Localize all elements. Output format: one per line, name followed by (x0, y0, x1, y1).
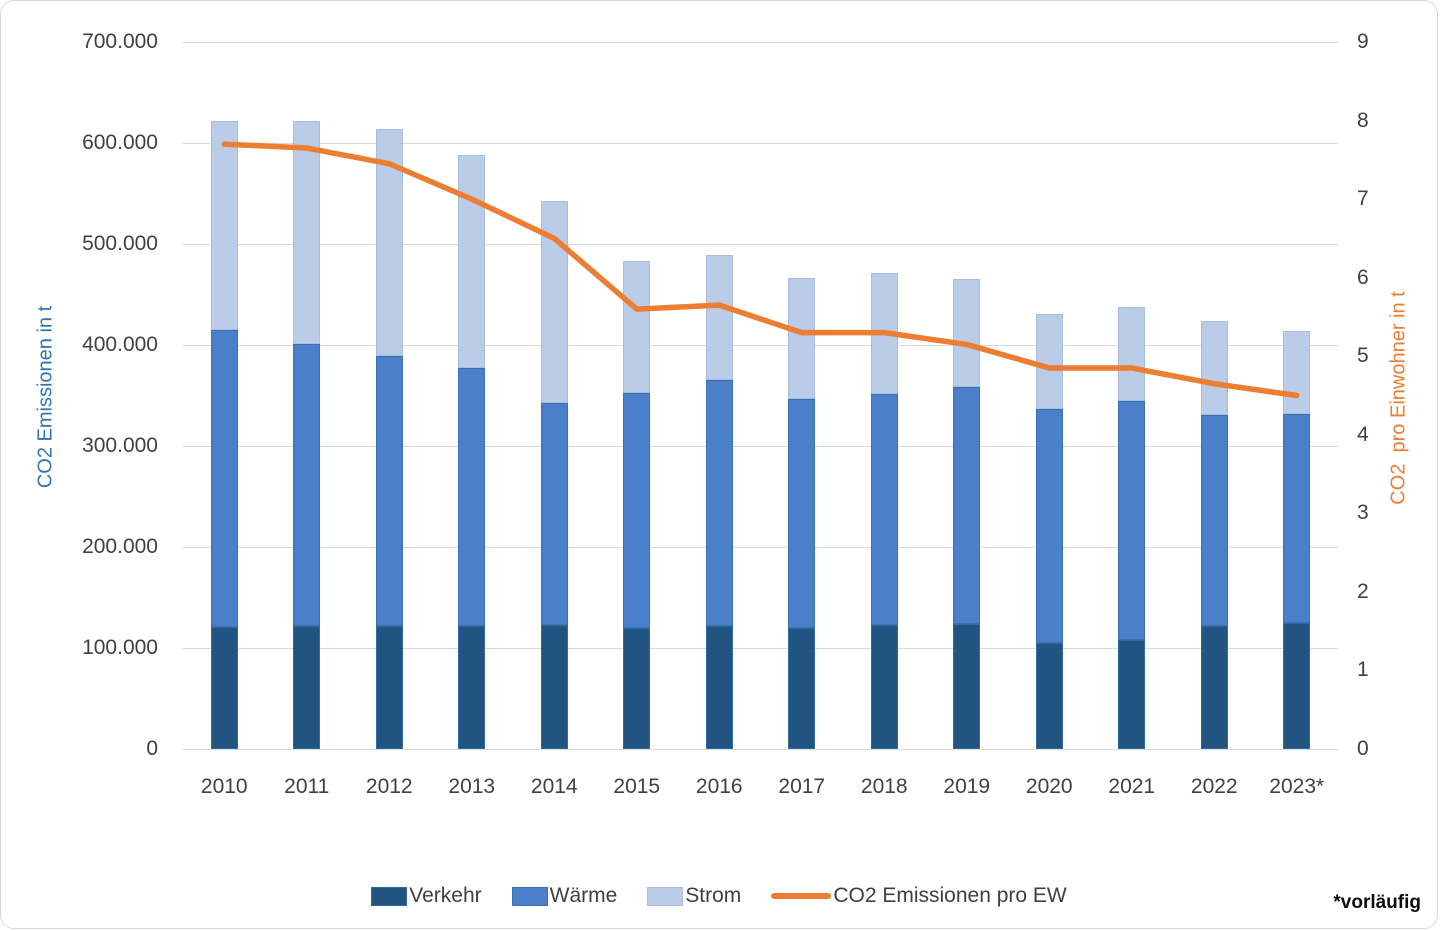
y-axis-tick-label-left: 200.000 (82, 535, 158, 558)
legend-item-co2-line: CO2 Emissionen pro EW (771, 884, 1067, 908)
legend-label-co2-line: CO2 Emissionen pro EW (833, 884, 1067, 907)
legend-label-verkehr: Verkehr (409, 884, 482, 907)
bar-segment-verkehr (623, 627, 651, 749)
legend-item-waerme: Wärme (511, 884, 618, 908)
x-axis-label: 2021 (1108, 775, 1156, 798)
bar-segment-waerme (788, 398, 816, 628)
bar-segment-strom (788, 278, 816, 399)
x-axis-label: 2010 (200, 775, 248, 798)
legend: Verkehr Wärme Strom CO2 Emissionen pro E… (1, 884, 1437, 908)
y-axis-tick-label-right: 6 (1357, 265, 1369, 289)
bar-segment-waerme (1200, 414, 1228, 626)
bar-segment-strom (870, 273, 898, 395)
right-axis-title: CO2 pro Einwohner in t (1387, 291, 1410, 505)
bar-segment-strom (293, 120, 321, 344)
bar-segment-strom (375, 128, 403, 357)
gridline (183, 647, 1338, 649)
x-axis-label: 2012 (365, 775, 413, 798)
y-axis-tick-label-left: 0 (146, 737, 158, 760)
y-axis-tick-label-left: 500.000 (82, 232, 158, 255)
x-axis-label: 2011 (284, 775, 330, 798)
gridline (183, 142, 1338, 144)
x-axis-label: 2017 (778, 775, 826, 798)
bar-segment-strom (1118, 306, 1146, 401)
bar-segment-verkehr (540, 624, 568, 749)
bar-segment-strom (1035, 313, 1063, 409)
bar-segment-waerme (375, 356, 403, 626)
x-axis-label: 2015 (613, 775, 661, 798)
legend-label-waerme: Wärme (549, 884, 618, 907)
x-axis-label: 2023* (1269, 775, 1325, 798)
y-axis-tick-label-right: 5 (1357, 344, 1369, 368)
legend-line-swatch-icon (771, 893, 832, 899)
bar-segment-strom (705, 255, 733, 381)
legend-swatch-strom-icon (647, 886, 684, 906)
bar-segment-strom (458, 155, 486, 369)
y-axis-tick-label-right: 0 (1357, 737, 1369, 760)
y-axis-tick-label-left: 700.000 (82, 30, 158, 53)
bar-segment-strom (1283, 330, 1311, 414)
x-axis-label: 2018 (860, 775, 908, 798)
legend-item-verkehr: Verkehr (371, 884, 482, 908)
legend-swatch-waerme-icon (511, 886, 548, 906)
legend-item-strom: Strom (647, 884, 741, 908)
bar-segment-verkehr (705, 625, 733, 749)
bar-segment-waerme (210, 329, 238, 627)
bar-segment-verkehr (1283, 622, 1311, 749)
y-axis-tick-label-right: 3 (1357, 501, 1369, 525)
legend-swatch-verkehr-icon (371, 886, 408, 906)
x-axis-label: 2019 (943, 775, 991, 798)
bar-segment-waerme (458, 368, 486, 626)
x-axis-label: 2022 (1190, 775, 1238, 798)
bar-segment-verkehr (375, 625, 403, 749)
bar-segment-strom (540, 200, 568, 403)
bar-segment-waerme (953, 387, 981, 624)
bar-segment-strom (210, 120, 238, 330)
legend-label-strom: Strom (685, 884, 742, 907)
gridline (183, 546, 1338, 548)
bar-segment-waerme (293, 343, 321, 626)
bar-segment-waerme (870, 394, 898, 625)
x-axis-label: 2014 (530, 775, 578, 798)
y-axis-tick-label-left: 600.000 (82, 131, 158, 154)
bar-segment-verkehr (870, 624, 898, 749)
gridline (183, 344, 1338, 346)
bar-segment-verkehr (1035, 642, 1063, 749)
y-axis-tick-label-right: 1 (1357, 658, 1369, 682)
y-axis-tick-label-right: 2 (1357, 579, 1369, 603)
x-axis-label: 2020 (1025, 775, 1073, 798)
bar-segment-strom (623, 261, 651, 394)
x-axis-label: 2013 (448, 775, 496, 798)
bar-segment-waerme (1118, 400, 1146, 640)
footnote: *vorläufig (1333, 892, 1421, 913)
bar-segment-waerme (540, 402, 568, 625)
y-axis-tick-label-right: 4 (1357, 422, 1369, 446)
bar-segment-strom (1200, 320, 1228, 415)
bar-segment-verkehr (210, 626, 238, 749)
bar-segment-verkehr (788, 627, 816, 749)
y-axis-tick-label-left: 100.000 (82, 636, 158, 659)
bar-segment-verkehr (293, 625, 321, 749)
y-axis-tick-label-right: 8 (1357, 108, 1369, 132)
bar-segment-verkehr (458, 625, 486, 749)
bar-segment-waerme (1035, 408, 1063, 643)
bar-segment-strom (953, 279, 981, 388)
gridline (183, 243, 1338, 245)
bar-segment-waerme (623, 393, 651, 628)
y-axis-tick-label-right: 9 (1357, 30, 1369, 53)
bar-segment-waerme (705, 380, 733, 626)
y-axis-tick-label-right: 7 (1357, 187, 1369, 211)
bar-segment-verkehr (1118, 639, 1146, 749)
gridline (183, 748, 1338, 750)
bar-segment-waerme (1283, 413, 1311, 623)
bar-segment-verkehr (1200, 625, 1228, 749)
y-axis-tick-label-left: 300.000 (82, 434, 158, 457)
x-axis-label: 2016 (695, 775, 743, 798)
gridline (183, 445, 1338, 447)
gridline (183, 41, 1338, 43)
bar-segment-verkehr (953, 623, 981, 749)
y-axis-tick-label-left: 400.000 (82, 333, 158, 356)
